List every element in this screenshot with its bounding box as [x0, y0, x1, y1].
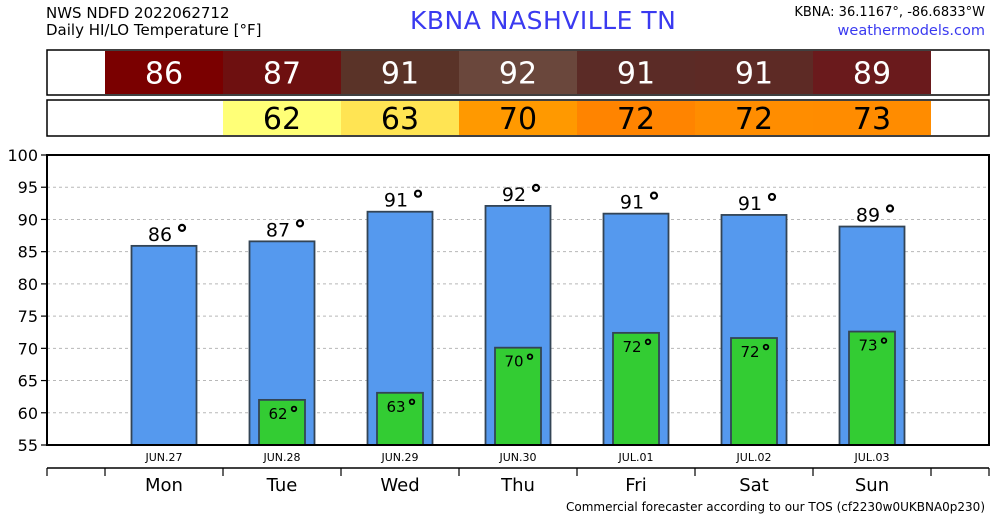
degree-icon: [767, 192, 777, 202]
strip-value: 73: [853, 102, 891, 137]
strip-cell: [223, 51, 341, 94]
strip-value: 91: [617, 57, 655, 92]
ytick-label: 85: [18, 243, 38, 262]
degree-icon: [885, 204, 895, 213]
strip-cell: [223, 101, 341, 135]
temperature-strips: 86 87 91 92 91 91 89 62 63 70 72 72 73: [46, 49, 990, 137]
date-label: JUN.28: [262, 451, 300, 464]
ytick-label: 60: [18, 404, 38, 423]
weekday-label: Sun: [855, 475, 889, 496]
ytick-label: 55: [18, 436, 38, 455]
low-label: 62: [268, 405, 287, 423]
high-label: 91: [620, 192, 644, 214]
ytick-label: 75: [18, 307, 38, 326]
station-title: KBNA NASHVILLE TN: [410, 6, 677, 35]
strip-value: 70: [499, 102, 537, 137]
degree-icon: [413, 189, 423, 198]
strip-cell: [695, 51, 813, 94]
weekday-label: Thu: [500, 475, 535, 496]
degree-icon: [762, 343, 770, 351]
low-bar: [494, 346, 542, 446]
plot-frame: [46, 154, 990, 446]
low-label: 70: [504, 353, 523, 371]
station-coords: KBNA: 36.1167°, -86.6833°W: [794, 5, 985, 20]
high-bar: [130, 244, 198, 446]
strip-value: 91: [735, 57, 773, 92]
high-label: 91: [384, 190, 408, 212]
low-label: 73: [858, 337, 877, 355]
ytick-label: 70: [18, 339, 38, 358]
strip-cell: [695, 101, 813, 135]
weekday-label: Fri: [625, 475, 646, 496]
strip-value: 62: [263, 102, 301, 137]
weekday-label: Wed: [380, 475, 419, 496]
product-title: NWS NDFD 2022062712: [46, 4, 230, 22]
strip-cell: [459, 101, 577, 135]
ytick-label: 80: [18, 275, 38, 294]
low-bar: [376, 391, 424, 446]
footer-note: Commercial forecaster according to our T…: [565, 500, 985, 514]
date-label: JUN.29: [380, 451, 418, 464]
degree-icon: [290, 405, 298, 413]
low-label: 72: [740, 343, 759, 361]
date-label: JUN.30: [498, 451, 536, 464]
high-label: 91: [738, 193, 762, 215]
ytick-label: 100: [7, 146, 38, 165]
ytick-label: 90: [18, 210, 38, 229]
high-label: 86: [148, 224, 172, 246]
weekday-label: Tue: [266, 475, 298, 496]
high-label: 87: [266, 219, 290, 241]
degree-icon: [526, 353, 534, 360]
degree-icon: [649, 191, 659, 200]
high-label: 92: [502, 184, 526, 206]
strip-cell: [341, 101, 459, 135]
weekday-label: Mon: [145, 475, 183, 496]
ytick-label: 95: [18, 178, 38, 197]
low-bar: [612, 331, 660, 446]
chart-axes: JUN.27 Mon JUN.28 Tue JUN.29 Wed JUN.30 Thu JUL.…: [46, 154, 990, 496]
strip-cell: [341, 51, 459, 94]
degree-icon: [295, 219, 305, 228]
strip-cell: [577, 101, 695, 135]
chart-bars: 86 87 62 91 63 92 70 91 72 91 72 89 73: [130, 183, 906, 446]
low-label: 63: [386, 398, 405, 416]
chart-subtitle: Daily HI/LO Temperature [°F]: [46, 21, 262, 39]
strip-cell: [577, 51, 695, 94]
strip-value: 87: [263, 57, 301, 92]
weekday-label: Sat: [739, 475, 769, 496]
strip-cell: [105, 51, 223, 94]
degree-icon: [177, 223, 187, 232]
degree-icon: [880, 337, 888, 344]
degree-icon: [644, 338, 652, 346]
date-label: JUL.03: [854, 451, 890, 464]
date-label: JUN.27: [144, 451, 182, 464]
high-label: 89: [856, 205, 880, 227]
degree-icon: [408, 398, 416, 405]
strip-cell: [459, 51, 577, 94]
strip-value: 89: [853, 57, 891, 92]
strip-value: 92: [499, 57, 537, 92]
strip-cell: [813, 51, 931, 94]
date-label: JUL.01: [618, 451, 654, 464]
strip-value: 63: [381, 102, 419, 137]
ytick-label: 65: [18, 372, 38, 391]
strip-cell: [813, 101, 931, 135]
low-label: 72: [622, 338, 641, 356]
strip-value: 86: [145, 57, 183, 92]
date-label: JUL.02: [736, 451, 772, 464]
strip-value: 72: [617, 102, 655, 137]
strip-value: 72: [735, 102, 773, 137]
site-link[interactable]: weathermodels.com: [837, 23, 985, 39]
strip-value: 91: [381, 57, 419, 92]
degree-icon: [531, 183, 541, 193]
